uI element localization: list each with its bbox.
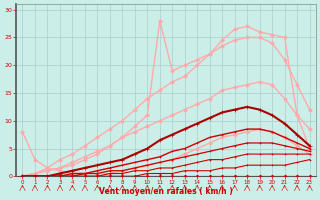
X-axis label: Vent moyen/en rafales ( km/h ): Vent moyen/en rafales ( km/h ) [99,187,233,196]
